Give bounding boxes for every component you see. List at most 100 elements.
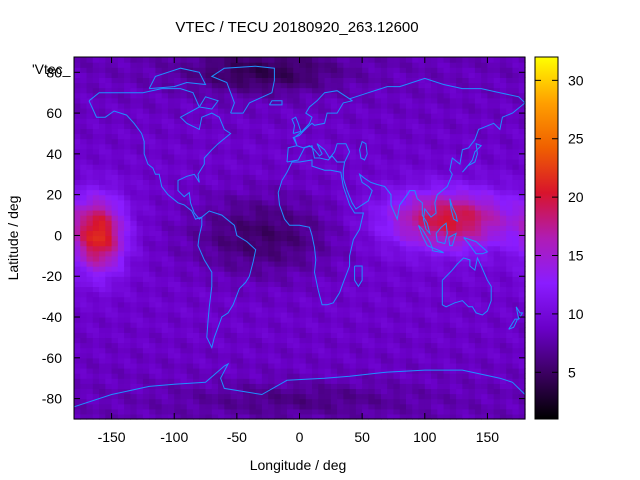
heatmap-cell xyxy=(493,133,501,140)
heatmap-cell xyxy=(418,342,426,349)
heatmap-cell xyxy=(431,393,438,400)
heatmap-cell xyxy=(80,189,88,196)
heatmap-cell xyxy=(155,57,163,63)
heatmap-cell xyxy=(280,393,288,400)
heatmap-cell xyxy=(399,286,407,293)
heatmap-cell xyxy=(299,235,307,242)
heatmap-cell xyxy=(161,413,169,420)
heatmap-cell xyxy=(405,398,413,405)
heatmap-cell xyxy=(468,189,476,196)
heatmap-cell xyxy=(405,408,413,415)
heatmap-cell xyxy=(218,143,225,150)
heatmap-cell xyxy=(161,77,169,84)
heatmap-cell xyxy=(299,352,307,359)
heatmap-cell xyxy=(117,164,125,170)
heatmap-cell xyxy=(205,291,213,298)
chart-title: VTEC / TECU 20180920_263.12600 xyxy=(175,19,418,36)
heatmap-cell xyxy=(130,266,138,272)
heatmap-cell xyxy=(92,408,100,415)
heatmap-cell xyxy=(268,62,276,68)
heatmap-cell xyxy=(362,62,369,68)
heatmap-cell xyxy=(205,204,213,211)
heatmap-cell xyxy=(393,291,401,298)
heatmap-cell xyxy=(399,189,407,196)
heatmap-cell xyxy=(299,107,307,114)
heatmap-cell xyxy=(443,123,451,129)
heatmap-cell xyxy=(111,311,119,318)
heatmap-cell xyxy=(324,138,332,145)
heatmap-cell xyxy=(199,317,207,323)
heatmap-cell xyxy=(493,62,501,68)
heatmap-cell xyxy=(299,408,307,415)
heatmap-cell xyxy=(205,77,213,84)
heatmap-cell xyxy=(412,322,420,328)
heatmap-cell xyxy=(512,357,520,364)
heatmap-cell xyxy=(111,368,119,374)
heatmap-cell xyxy=(412,327,420,333)
heatmap-cell xyxy=(324,148,332,155)
heatmap-cell xyxy=(337,92,344,99)
heatmap-cell xyxy=(449,393,457,400)
heatmap-cell xyxy=(349,235,357,242)
heatmap-cell xyxy=(499,209,507,216)
heatmap-cell xyxy=(337,337,344,344)
heatmap-cell xyxy=(380,204,388,211)
heatmap-cell xyxy=(86,215,94,221)
heatmap-cell xyxy=(474,408,482,415)
heatmap-cell xyxy=(293,378,301,384)
heatmap-cell xyxy=(92,260,100,267)
heatmap-cell xyxy=(211,271,219,277)
heatmap-cell xyxy=(142,230,150,237)
heatmap-cell xyxy=(180,271,188,277)
heatmap-cell xyxy=(186,153,194,160)
heatmap-cell xyxy=(418,255,426,262)
heatmap-cell xyxy=(249,215,257,221)
heatmap-cell xyxy=(218,235,225,242)
heatmap-cell xyxy=(230,327,238,333)
heatmap-cell xyxy=(249,393,257,400)
heatmap-cell xyxy=(86,82,94,89)
heatmap-cell xyxy=(405,72,413,78)
heatmap-cell xyxy=(136,266,144,272)
heatmap-cell xyxy=(399,322,407,328)
heatmap-cell xyxy=(387,403,395,410)
heatmap-cell xyxy=(268,209,276,216)
heatmap-cell xyxy=(412,347,420,354)
heatmap-cell xyxy=(437,77,445,84)
heatmap-cell xyxy=(393,204,401,211)
heatmap-cell xyxy=(374,138,382,145)
heatmap-cell xyxy=(80,107,88,114)
heatmap-cell xyxy=(380,306,388,313)
heatmap-cell xyxy=(506,92,514,99)
heatmap-cell xyxy=(474,357,482,364)
heatmap-cell xyxy=(142,306,150,313)
heatmap-cell xyxy=(362,184,369,191)
heatmap-cell xyxy=(136,148,144,155)
heatmap-cell xyxy=(130,337,138,344)
heatmap-cell xyxy=(374,72,382,78)
heatmap-cell xyxy=(405,352,413,359)
heatmap-cell xyxy=(399,102,407,109)
heatmap-cell xyxy=(437,209,445,216)
heatmap-cell xyxy=(380,102,388,109)
heatmap-cell xyxy=(92,184,100,191)
heatmap-cell xyxy=(142,311,150,318)
heatmap-cell xyxy=(312,393,319,400)
heatmap-cell xyxy=(199,123,207,129)
heatmap-cell xyxy=(506,311,514,318)
heatmap-cell xyxy=(280,57,288,63)
heatmap-cell xyxy=(161,92,169,99)
heatmap-cell xyxy=(149,271,157,277)
heatmap-cell xyxy=(117,199,125,206)
heatmap-cell xyxy=(280,199,288,206)
heatmap-cell xyxy=(117,118,125,124)
heatmap-cell xyxy=(405,215,413,221)
heatmap-cell xyxy=(299,87,307,94)
heatmap-cell xyxy=(80,194,88,201)
heatmap-cell xyxy=(261,286,269,293)
heatmap-cell xyxy=(136,118,144,124)
heatmap-cell xyxy=(142,62,150,68)
heatmap-cell xyxy=(393,225,401,231)
heatmap-cell xyxy=(299,301,307,308)
heatmap-cell xyxy=(167,245,175,252)
